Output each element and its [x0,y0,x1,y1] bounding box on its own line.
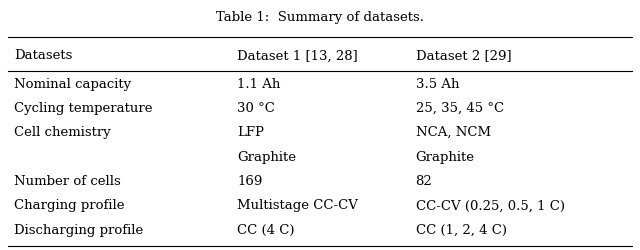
Text: Dataset 2 [29]: Dataset 2 [29] [415,49,511,62]
Text: Number of cells: Number of cells [14,175,121,188]
Text: 169: 169 [237,175,262,188]
Text: CC (1, 2, 4 C): CC (1, 2, 4 C) [415,224,507,237]
Text: CC-CV (0.25, 0.5, 1 C): CC-CV (0.25, 0.5, 1 C) [415,199,564,212]
Text: Table 1:  Summary of datasets.: Table 1: Summary of datasets. [216,11,424,24]
Text: LFP: LFP [237,126,264,139]
Text: Graphite: Graphite [415,150,475,164]
Text: Graphite: Graphite [237,150,296,164]
Text: 1.1 Ah: 1.1 Ah [237,78,280,90]
Text: 25, 35, 45 °C: 25, 35, 45 °C [415,102,504,115]
Text: 3.5 Ah: 3.5 Ah [415,78,459,90]
Text: Datasets: Datasets [14,49,72,62]
Text: 30 °C: 30 °C [237,102,275,115]
Text: Cell chemistry: Cell chemistry [14,126,111,139]
Text: Multistage CC-CV: Multistage CC-CV [237,199,358,212]
Text: Discharging profile: Discharging profile [14,224,143,237]
Text: 82: 82 [415,175,433,188]
Text: Nominal capacity: Nominal capacity [14,78,131,90]
Text: Cycling temperature: Cycling temperature [14,102,152,115]
Text: Dataset 1 [13, 28]: Dataset 1 [13, 28] [237,49,358,62]
Text: CC (4 C): CC (4 C) [237,224,294,237]
Text: NCA, NCM: NCA, NCM [415,126,491,139]
Text: Charging profile: Charging profile [14,199,125,212]
